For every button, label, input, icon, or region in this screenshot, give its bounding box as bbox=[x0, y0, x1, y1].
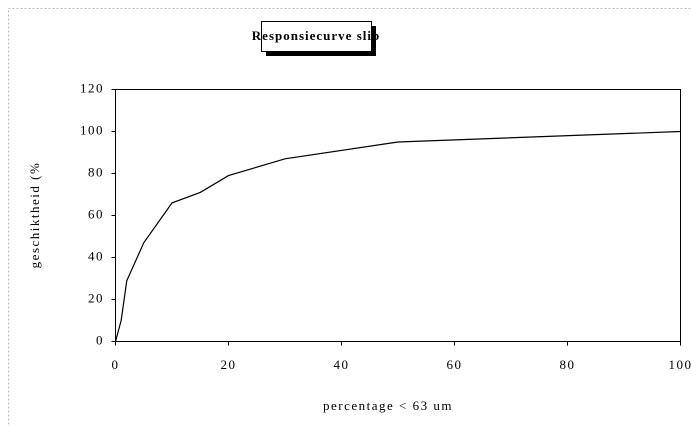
y-axis-label: geschiktheid (% bbox=[27, 162, 42, 269]
y-tick-label: 40 bbox=[88, 248, 104, 263]
x-tick-label: 0 bbox=[112, 357, 120, 372]
x-tick-label: 60 bbox=[447, 357, 463, 372]
x-axis-label: percentage < 63 um bbox=[323, 398, 453, 413]
chart-title: Responsiecurve slib bbox=[252, 28, 380, 43]
y-tick-label: 60 bbox=[88, 206, 104, 221]
x-tick-label: 80 bbox=[560, 357, 576, 372]
y-tick-label: 20 bbox=[88, 290, 104, 305]
chart-frame bbox=[8, 8, 692, 426]
x-tick-label: 20 bbox=[221, 357, 237, 372]
data-line bbox=[114, 130, 681, 342]
y-tick-label: 120 bbox=[80, 80, 104, 95]
y-tick-label: 0 bbox=[96, 332, 104, 347]
x-tick-label: 40 bbox=[334, 357, 350, 372]
x-tick-label: 100 bbox=[669, 357, 692, 372]
plot-area bbox=[115, 89, 681, 342]
title-box bbox=[261, 21, 372, 52]
y-tick-label: 80 bbox=[88, 164, 104, 179]
y-tick-label: 100 bbox=[80, 122, 104, 137]
